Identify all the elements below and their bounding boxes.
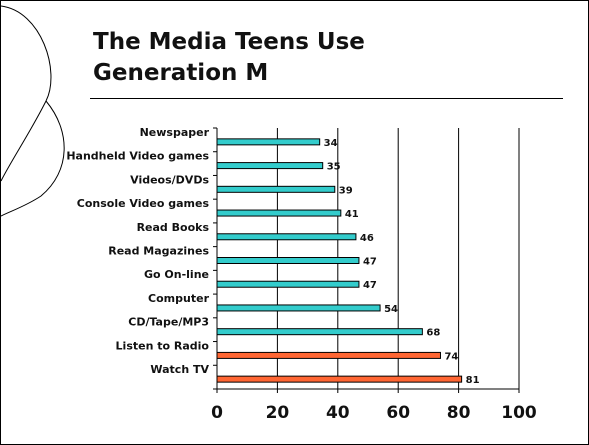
bar-console-video-games: [216, 209, 342, 217]
x-tick-label: 80: [447, 403, 471, 423]
data-label: 54: [384, 304, 398, 315]
data-label: 39: [339, 185, 353, 196]
category-label: Videos/DVDs: [130, 173, 209, 186]
data-label: 47: [363, 257, 377, 268]
bar-read-books: [216, 233, 357, 241]
category-label: CD/Tape/MP3: [128, 316, 209, 329]
data-label: 35: [327, 162, 341, 173]
x-tick-label: 20: [266, 403, 290, 423]
category-label: Console Video games: [77, 197, 210, 210]
data-label: 34: [324, 138, 338, 149]
data-label: 74: [444, 351, 458, 362]
data-label: 46: [360, 233, 374, 244]
x-tick-label: 100: [501, 403, 537, 423]
category-label: Listen to Radio: [116, 339, 210, 352]
category-label: Handheld Video games: [66, 150, 209, 163]
decorative-arc-inner: [1, 100, 65, 217]
x-tick-label: 60: [386, 403, 410, 423]
category-label: Read Books: [137, 221, 210, 234]
data-label: 47: [363, 280, 377, 291]
slide-title-line-2: Generation M: [93, 60, 269, 86]
bar-listen-to-radio: [216, 351, 441, 359]
category-label: Read Magazines: [108, 245, 209, 258]
bar-go-on-line: [216, 280, 360, 288]
x-tick-label: 0: [211, 403, 223, 423]
bar-cd-tape-mp3: [216, 328, 423, 336]
bar-newspaper: [216, 138, 321, 146]
bar-videos-dvds: [216, 185, 336, 193]
bar-read-magazines: [216, 257, 360, 264]
title-divider: [90, 98, 563, 99]
bar-computer: [216, 304, 381, 312]
data-label: 41: [345, 209, 359, 220]
decorative-arc-outer: [1, 5, 52, 182]
data-label: 81: [466, 375, 480, 386]
category-label: Computer: [148, 292, 210, 305]
category-label: Newspaper: [140, 126, 210, 139]
data-label: 68: [426, 328, 440, 339]
bar-watch-tv: [216, 375, 463, 383]
x-tick-label: 40: [326, 403, 350, 423]
slide-title: The Media Teens Use Generation M: [93, 27, 365, 89]
bar-handheld-video-games: [216, 162, 324, 170]
slide-title-line-1: The Media Teens Use: [93, 29, 365, 55]
category-label: Go On-line: [144, 268, 209, 281]
category-label: Watch TV: [150, 363, 209, 376]
